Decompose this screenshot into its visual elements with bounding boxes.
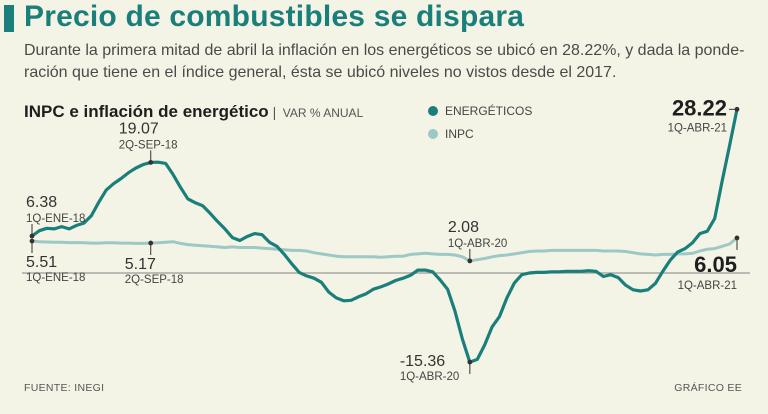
legend-item-inpc: INPC [428,125,532,143]
annotation-energeticos-0-date-label: 1Q-ENE-18 [26,213,85,225]
legend-dot-energeticos-icon [428,106,438,116]
annotation-energeticos-59-date-label: 1Q-ABR-20 [400,371,459,383]
annotation-energeticos-16-value: 19.07 [119,120,159,137]
headline-accent-bar [4,5,14,32]
title-separator: | [272,104,277,120]
annotation-inpc-95-date-label: 1Q-ABR-21 [678,280,737,292]
annotation-energeticos-95-value: 28.22 [672,95,727,120]
annotation-inpc-59-value: 2.08 [448,219,479,236]
legend-item-energeticos: ENERGÉTICOS [428,102,532,120]
legend: ENERGÉTICOS INPC [428,102,532,148]
graphic-credit: GRÁFICO EE [674,382,742,394]
annotation-energeticos-16-date-label: 2Q-SEP-18 [119,139,178,151]
annotation-inpc-16-value: 5.17 [125,256,156,273]
annotation-energeticos-16-marker [148,159,154,165]
annotation-energeticos-59-value: -15.36 [400,353,445,370]
headline: Precio de combustibles se dispara [24,0,525,33]
chart-title: INPC e inflación de energético [24,102,269,121]
annotation-inpc-16-date-label: 2Q-SEP-18 [125,274,184,286]
source-note: FUENTE: INEGI [24,382,105,394]
annotation-energeticos-95-date-label: 1Q-ABR-21 [668,122,727,134]
annotation-inpc-0-value: 5.51 [26,254,57,271]
annotation-inpc-0-date-label: 1Q-ENE-18 [26,272,85,284]
legend-label-energeticos: ENERGÉTICOS [445,104,533,118]
chart-subtitle: VAR % ANUAL [282,106,364,120]
lede-paragraph: Durante la primera mitad de abril la inf… [24,42,745,81]
annotation-inpc-95-value: 6.05 [694,252,737,277]
chart-title-block: INPC e inflación de energético | VAR % AN… [24,102,363,122]
annotation-inpc-59-date-label: 1Q-ABR-20 [448,238,507,250]
legend-dot-inpc-icon [428,129,438,139]
legend-label-inpc: INPC [445,127,474,141]
annotation-energeticos-0-value: 6.38 [26,194,57,211]
